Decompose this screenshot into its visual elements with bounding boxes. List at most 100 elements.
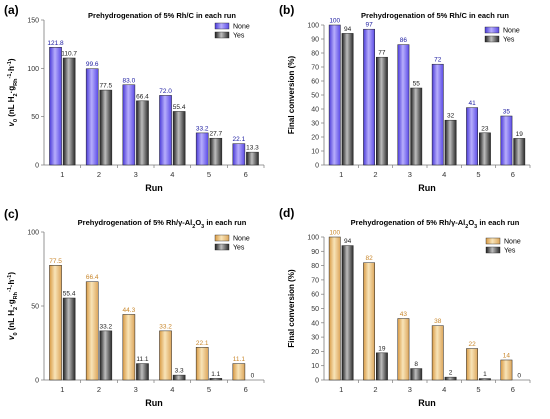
data-label: 100 [329,18,340,25]
data-label: 99.6 [86,61,99,68]
y-axis-label-part: ·g [7,299,16,307]
chart-panel-3: (c)Prehydrogenation of 5% Rh/γ-Al2O3 in … [4,207,265,408]
legend-swatch [484,26,500,34]
legend-label: None [503,28,520,35]
bar-yes-run-4 [444,119,457,166]
y-axis-label: Final conversion (%) [287,56,296,135]
bar-none-run-2 [85,281,99,381]
y-axis-label-part: 2 [13,307,19,310]
bar-yes-run-4 [172,374,186,381]
data-label: 72 [434,57,442,64]
y-tick-label: 0 [35,163,39,170]
bar-yes-run-5 [209,378,223,381]
data-label: 1.1 [211,371,220,378]
y-tick-label: 100 [307,23,319,30]
x-tick-label: 1 [60,385,64,394]
y-tick-label: 60 [311,79,319,86]
chart-title-part: Prehydrogenation of 5% Rh/γ-Al [78,218,193,227]
bar-yes-run-4 [172,111,186,166]
data-label: 41 [468,100,476,107]
bar-yes-run-5 [209,137,223,166]
bar-none-run-6 [500,115,513,166]
y-tick-label: 50 [311,93,319,100]
x-tick-label: 3 [134,170,138,179]
panel-letter: (d) [279,206,294,220]
chart-title-part: Prehydrogenation of 5% Rh/γ-Al [351,218,466,227]
legend-swatch [214,22,230,30]
data-label: 8 [414,361,418,368]
y-axis-label-part: ) [7,58,16,61]
series-yes: 110.7 77.5 66.4 55.4 27.7 13.3 [61,50,259,166]
y-tick-label: 30 [311,121,319,128]
data-label: 0 [251,373,255,380]
panel-letter: (b) [279,3,294,17]
y-tick-label: 100 [27,66,39,73]
data-label: 2 [449,370,453,377]
chart-title-part: 3 [474,224,477,230]
bar-none-run-4 [431,325,444,381]
bar-none-run-1 [49,265,62,381]
chart-panel-2: (b) Prehydrogenation of 5% Rh/C in each r… [279,3,531,193]
x-tick-label: 3 [408,385,412,394]
y-axis-label-part: v [7,122,16,127]
bar-yes-run-2 [376,56,388,166]
y-axis-label: v0 (nL H2·gRh-1·h-1) [7,58,19,126]
bar-none-run-2 [363,28,376,166]
series-yes: 94 77 55 32 23 19 [341,26,526,166]
x-tick-label: 6 [511,170,515,179]
bar-none-run-6 [500,359,513,381]
data-label: 33.2 [99,323,112,330]
bar-yes-run-5 [479,132,491,166]
series-yes: 55.4 33.2 11.1 3.3 1.1 0 [62,291,255,381]
bar-yes-run-3 [410,87,423,166]
legend-label: Yes [233,245,245,252]
chart-title: Prehydrogenation of 5% Rh/γ-Al2O3 in eac… [78,218,247,230]
data-label: 66.4 [86,274,99,281]
y-axis-label-part: -1 [7,61,13,66]
data-label: 72.0 [159,88,172,95]
y-tick-label: 80 [311,263,319,270]
legend: None Yes [485,237,521,255]
data-label: 97 [365,22,373,29]
bar-none-run-1 [49,47,62,166]
bar-yes-run-2 [99,89,113,166]
data-label: 22.1 [196,340,209,347]
data-label: 11.1 [233,356,246,363]
series-none: 77.5 66.4 44.3 33.2 22.1 11.1 [49,258,246,381]
y-tick-label: 100 [307,235,319,242]
y-tick-label: 70 [311,65,319,72]
x-tick-label: 4 [442,385,446,394]
data-label: 11.1 [136,356,149,363]
bar-yes-run-6 [246,151,259,166]
data-label: 100 [329,230,340,237]
data-label: 33.2 [159,323,172,330]
chart-title-part: O [468,218,474,227]
chart-panel-1: (a) Prehydrogenation of 5% Rh/C in each r… [4,3,265,193]
legend-label: Yes [503,37,515,44]
legend-swatch [484,35,500,43]
chart-title: Prehydrogenation of 5% Rh/C in each run [88,11,236,20]
data-label: 121.8 [47,40,64,47]
y-tick-label: 70 [311,277,319,284]
y-tick-label: 50 [31,304,39,311]
legend-label: None [233,24,250,31]
bar-none-run-5 [466,348,479,381]
data-label: 82 [365,255,373,262]
bar-yes-run-1 [62,297,76,381]
y-axis-label-part: -1 [7,287,13,292]
y-axis-label-part: Rh [13,78,19,86]
chart-title: Prehydrogenation of 5% Rh/γ-Al2O3 in eac… [351,218,520,230]
y-tick-label: 20 [311,135,319,142]
y-tick-label: 60 [311,292,319,299]
bar-yes-run-1 [341,33,354,166]
x-tick-label: 6 [511,385,515,394]
y-axis-label-part: 0 [13,119,19,122]
y-tick-label: 10 [311,363,319,370]
x-tick-label: 5 [476,385,480,394]
bar-none-run-5 [195,347,209,381]
data-label: 27.7 [209,131,222,138]
series-none: 100 97 86 72 41 35 [328,18,513,166]
